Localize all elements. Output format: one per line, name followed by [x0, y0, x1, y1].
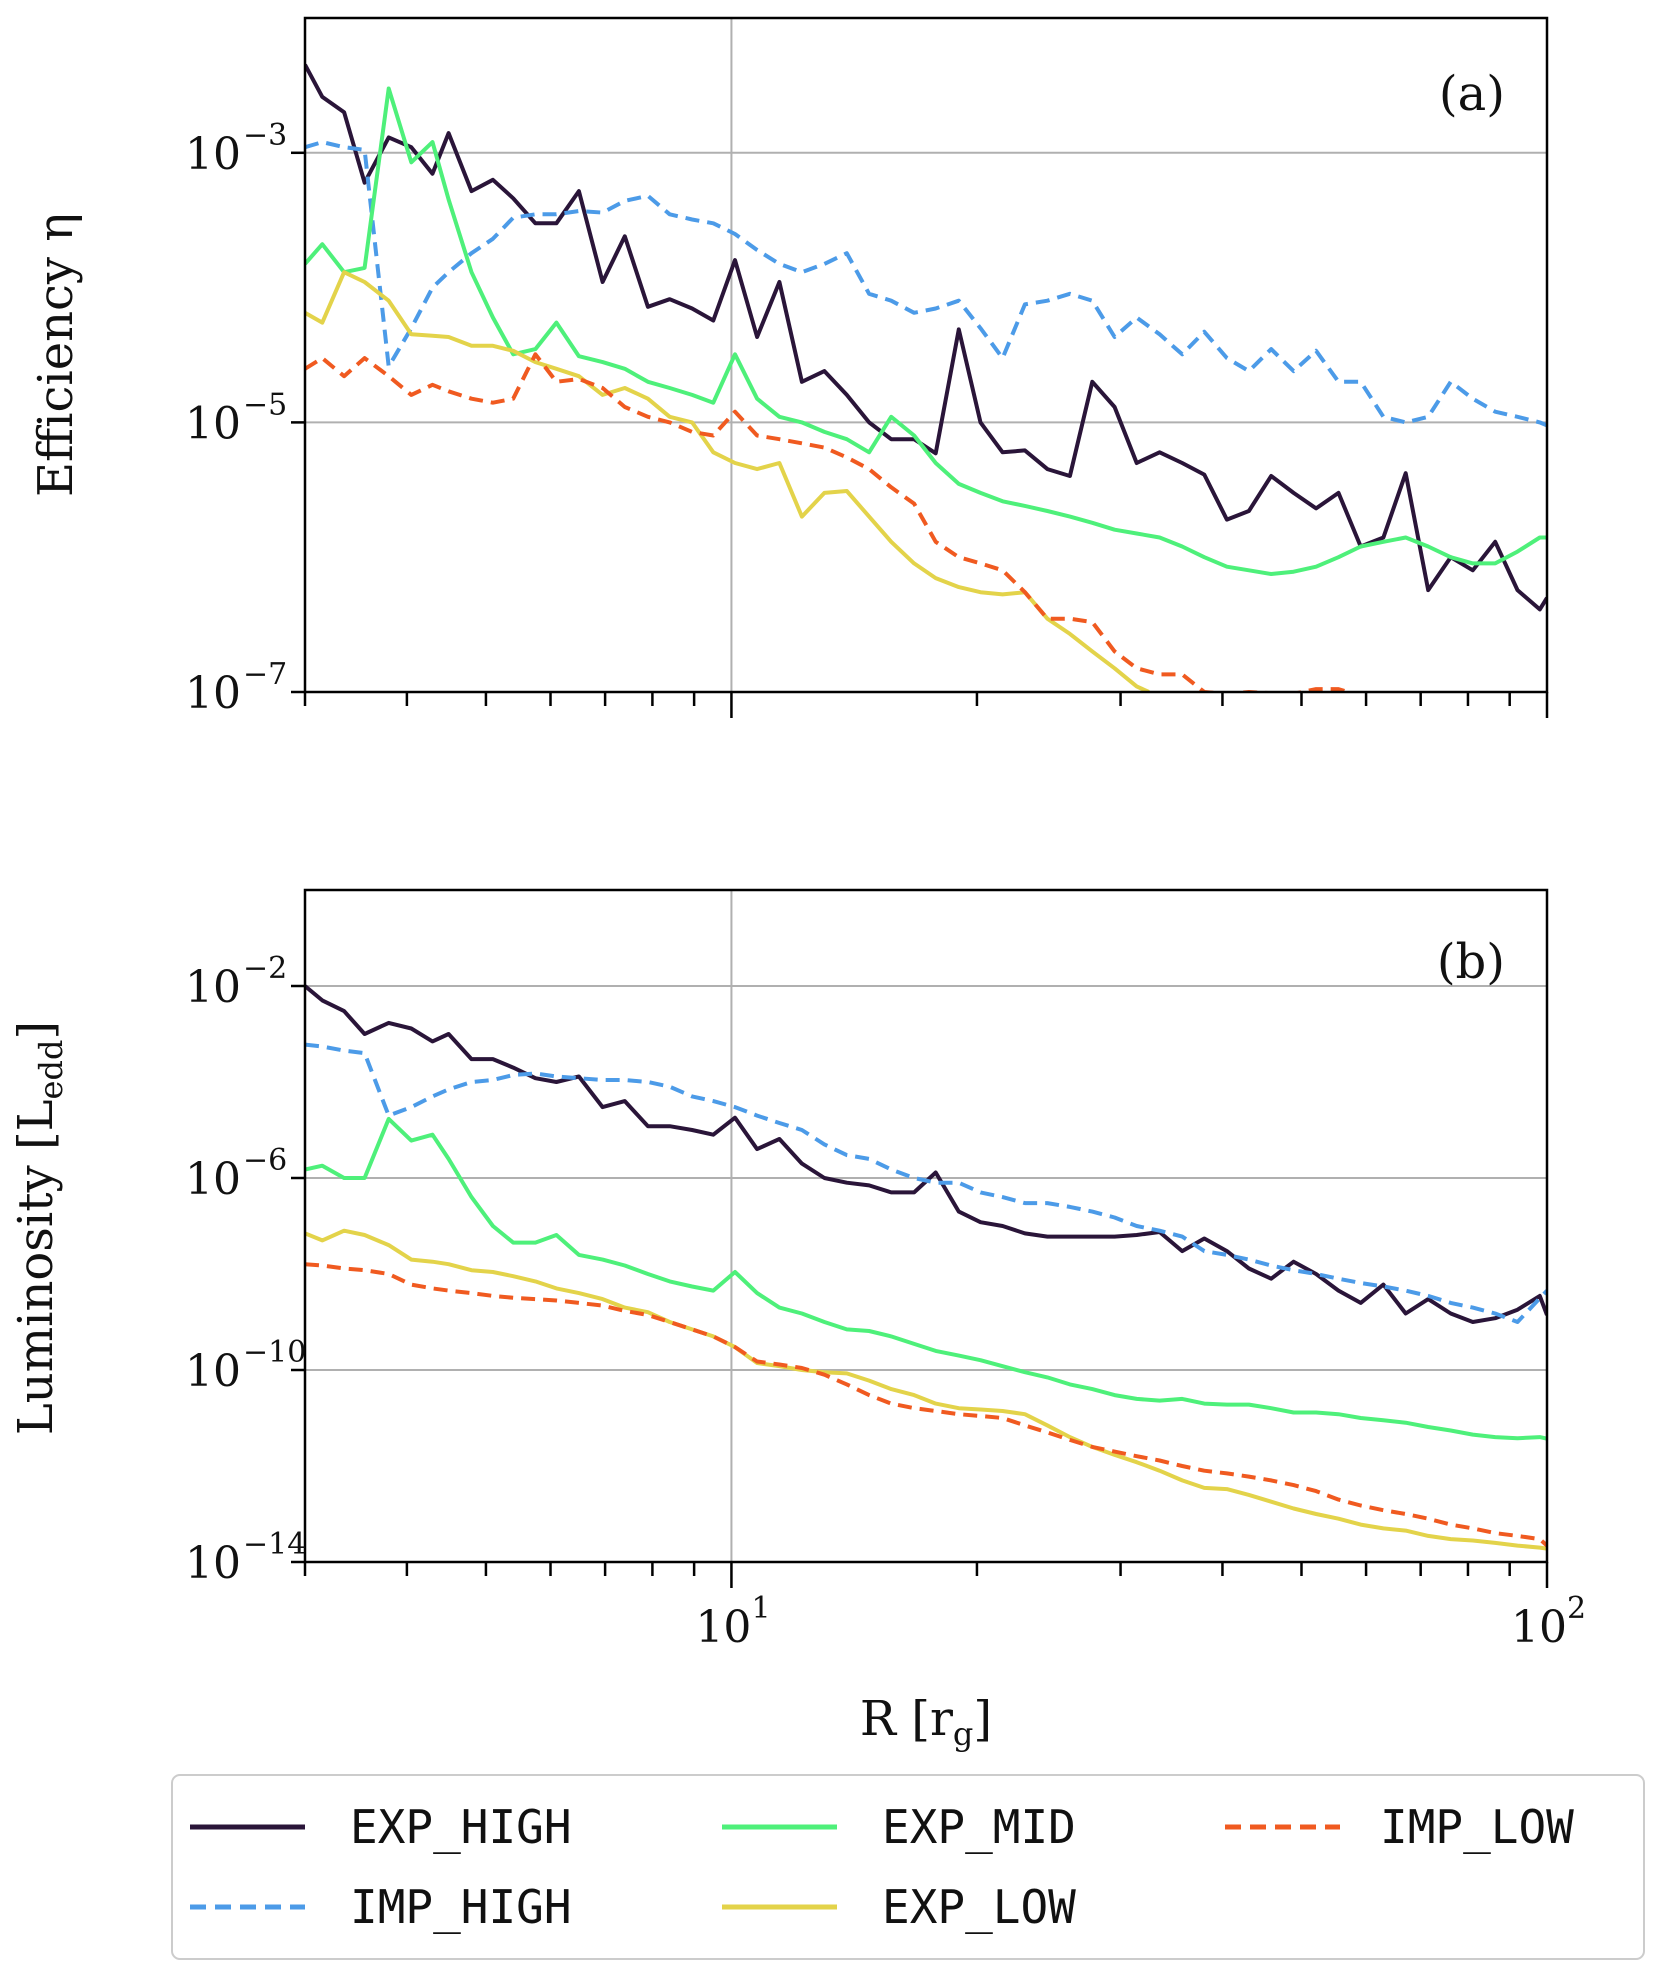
legend-label-exp-mid: EXP_MID [882, 1800, 1076, 1854]
panel-a-ylabel: Efficiency η [28, 213, 84, 497]
panel-a-xticks [303, 692, 1549, 718]
x-tick-label: 10 [695, 1602, 751, 1653]
panel-b-frame [303, 888, 1549, 1564]
series-line-exp-high [305, 984, 1547, 1324]
legend-label-exp-high: EXP_HIGH [350, 1800, 572, 1854]
legend-label-exp-low: EXP_LOW [882, 1880, 1076, 1934]
y-tick-exponent: −14 [243, 1527, 306, 1562]
y-tick-exponent: −3 [243, 118, 287, 153]
x-tick-exponent: 1 [751, 1591, 770, 1626]
panel-a-series [305, 63, 1547, 692]
x-tick-label: 10 [1511, 1602, 1567, 1653]
panel-b-ylabel-main: Luminosity [L [8, 1099, 64, 1435]
series-line-exp-mid [305, 1116, 1547, 1441]
y-tick-label: 10 [185, 1154, 241, 1205]
panel-b-series [305, 984, 1547, 1551]
panel-a-yticks: 10−710−510−3 [185, 118, 305, 719]
y-tick-label: 10 [185, 668, 241, 719]
y-tick-label: 10 [185, 398, 241, 449]
panel-b-label: (b) [1437, 934, 1505, 990]
legend-label-imp-low: IMP_LOW [1380, 1800, 1574, 1854]
panel-b-xticks: 10 1 10 2 [303, 1562, 1586, 1653]
panel-a-grid [305, 18, 1547, 692]
y-tick-exponent: −5 [243, 387, 287, 422]
series-line-imp-high [305, 140, 1547, 428]
legend-entries: EXP_HIGH EXP_MID IMP_LOW IMP_HIGH EXP_LOW [190, 1800, 1574, 1934]
panel-a-frame [303, 16, 1549, 694]
legend-frame [171, 1774, 1645, 1960]
series-line-exp-mid [305, 86, 1547, 576]
series-line-imp-low [305, 1262, 1547, 1548]
series-line-imp-high [305, 1042, 1547, 1324]
panel-a-label: (a) [1439, 66, 1505, 122]
series-line-exp-low [305, 270, 1150, 692]
x-tick-exponent: 2 [1567, 1591, 1586, 1626]
y-tick-label: 10 [185, 1538, 241, 1589]
y-tick-exponent: −10 [243, 1335, 306, 1370]
panel-b-grid [305, 890, 1547, 1562]
x-axis-label: R [rg] [860, 1691, 992, 1753]
y-tick-exponent: −7 [243, 657, 287, 692]
x-axis-label-sub: g [953, 1715, 973, 1753]
series-line-exp-low [305, 1228, 1547, 1551]
legend-label-imp-high: IMP_HIGH [350, 1880, 572, 1934]
panel-b-ylabel-sub: edd [32, 1040, 70, 1100]
panel-b-ylabel-end: ] [8, 1021, 64, 1040]
y-tick-exponent: −6 [243, 1143, 287, 1178]
legend: EXP_HIGH EXP_MID IMP_LOW IMP_HIGH EXP_LOW [171, 1774, 1645, 1960]
y-tick-label: 10 [185, 129, 241, 180]
panel-b-ylabel: Luminosity [Ledd] [8, 1021, 70, 1435]
y-tick-label: 10 [185, 962, 241, 1013]
y-tick-label: 10 [185, 1346, 241, 1397]
series-line-imp-low [305, 352, 1349, 692]
panel-a: 10−710−510−3 (a) Efficiency η [28, 16, 1549, 719]
x-axis-label-end: ] [973, 1691, 992, 1747]
x-axis-label-main: R [r [860, 1691, 953, 1747]
y-tick-exponent: −2 [243, 951, 287, 986]
